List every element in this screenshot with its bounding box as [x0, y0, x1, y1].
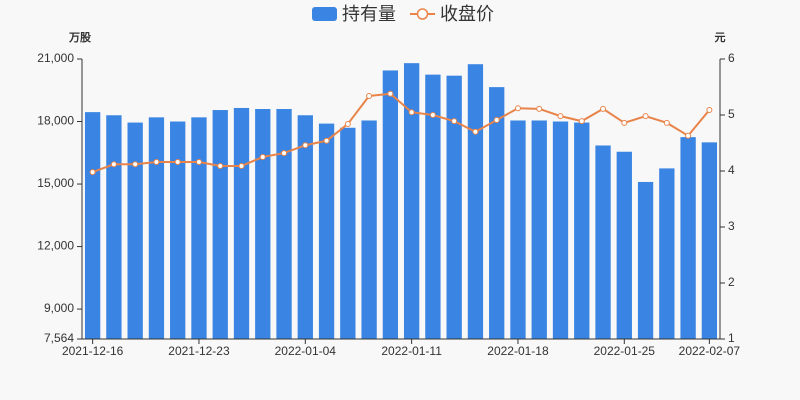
line-point	[493, 117, 500, 124]
bar	[446, 75, 462, 339]
line-point	[259, 154, 266, 160]
bar	[510, 120, 526, 340]
line-point	[685, 132, 692, 139]
y-tick-label: 12,000	[37, 239, 74, 253]
bar	[127, 122, 143, 340]
bar	[106, 115, 122, 339]
bar	[701, 142, 718, 339]
x-tick-label: 2021-12-16	[62, 344, 124, 358]
bar	[212, 110, 228, 340]
bar	[148, 117, 165, 339]
bar	[191, 117, 207, 339]
line-point	[238, 162, 245, 169]
bar	[84, 112, 101, 340]
y2-tick-label: 5	[728, 107, 735, 121]
y-tick-label: 21,000	[37, 51, 74, 65]
line-point	[153, 159, 160, 166]
y-tick-label: 7,564	[44, 331, 74, 345]
line-point	[174, 159, 181, 166]
bar	[595, 145, 611, 339]
line	[92, 92, 711, 174]
y-tick-label: 9,000	[44, 301, 74, 315]
legend-label: 收盘价	[440, 4, 494, 24]
legend-swatch	[312, 7, 337, 21]
bar	[233, 107, 250, 340]
y-tick-label: 18,000	[37, 114, 74, 128]
x-tick-label: 2022-01-04	[275, 344, 337, 358]
line-point	[536, 105, 543, 112]
y2-tick-label: 2	[728, 275, 735, 289]
line-point	[195, 159, 202, 166]
y2-axis-name: 元	[715, 31, 726, 44]
line-point	[557, 113, 564, 120]
bar	[489, 87, 505, 340]
line-point	[578, 118, 585, 125]
line-point	[408, 109, 415, 116]
bar	[552, 121, 569, 339]
legend-label: 持有量	[342, 4, 396, 24]
y2-tick-label: 6	[728, 51, 735, 65]
line-point	[514, 105, 521, 112]
y2-tick-label: 3	[728, 219, 735, 233]
legend: 持有量 收盘价	[312, 4, 494, 24]
x-tick-label: 2022-01-18	[487, 344, 549, 358]
line-point	[344, 120, 351, 127]
y-tick-label: 15,000	[37, 176, 74, 190]
x-tick-label: 2021-12-23	[168, 344, 230, 358]
legend-swatch	[416, 8, 429, 20]
line-point	[472, 128, 479, 135]
y2-tick-label: 1	[728, 331, 735, 345]
line-point	[366, 92, 373, 99]
bar	[574, 122, 590, 340]
x-tick-label: 2022-01-25	[594, 344, 656, 358]
line-point	[217, 162, 224, 169]
bar	[659, 168, 675, 339]
line-point	[89, 169, 96, 176]
y2-tick-label: 4	[728, 163, 735, 177]
x-tick-label: 2022-01-11	[381, 344, 442, 358]
line-point	[323, 137, 330, 144]
bar	[276, 109, 292, 339]
line-point	[451, 118, 458, 125]
line-point	[429, 112, 436, 118]
bar	[297, 115, 313, 339]
bar	[637, 181, 654, 339]
line-point	[302, 142, 309, 149]
bar	[340, 127, 356, 339]
line-point	[621, 119, 628, 126]
bar	[382, 70, 399, 340]
line-point	[132, 161, 139, 168]
bar	[361, 120, 377, 340]
bar	[467, 64, 484, 339]
y-axis-name: 万股	[68, 31, 92, 44]
bar	[425, 74, 441, 340]
x-tick-label: 2022-02-07	[679, 344, 741, 358]
bar	[680, 137, 696, 339]
line-point	[663, 119, 670, 126]
bar	[531, 120, 547, 340]
line-point	[281, 150, 288, 157]
bar	[616, 151, 632, 339]
bar	[255, 109, 271, 339]
line-point	[642, 113, 649, 120]
line-point	[110, 161, 117, 168]
line-point	[706, 106, 713, 113]
bar	[170, 121, 186, 339]
bar	[318, 123, 335, 339]
line-point	[387, 90, 394, 97]
bar	[403, 63, 420, 339]
line-point	[600, 105, 607, 112]
